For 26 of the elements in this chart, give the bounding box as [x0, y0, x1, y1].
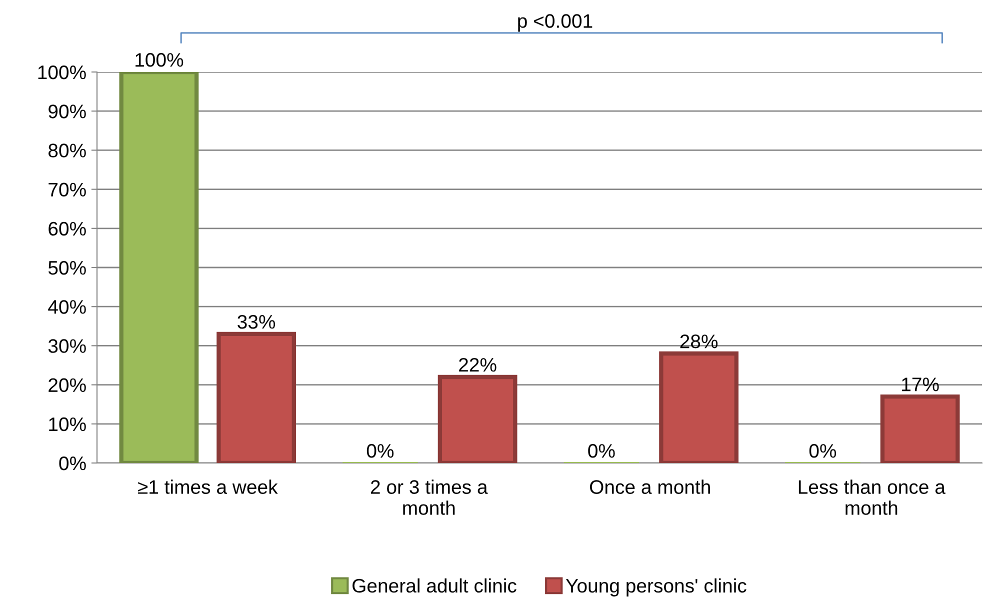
y-tick-label: 80% — [48, 144, 86, 158]
data-label: 100% — [136, 53, 184, 67]
y-tick-label: 70% — [48, 182, 86, 197]
y-tick-label: 0% — [59, 456, 86, 470]
y-tick-label: 90% — [48, 104, 86, 118]
y-tick-label: 40% — [48, 300, 86, 314]
y-tick-label: 30% — [48, 339, 86, 353]
data-label: 22% — [459, 358, 496, 372]
legend-label: General adult clinic — [352, 578, 516, 593]
y-tick-label: 50% — [48, 260, 86, 275]
x-tick-label: ≥1 times a week — [138, 480, 278, 494]
x-tick-label: Less than once a month — [798, 480, 946, 515]
text: p <0.001 — [518, 14, 592, 32]
y-tick-label: 100% — [38, 65, 86, 80]
data-label: 0% — [809, 444, 836, 458]
data-label: 33% — [238, 314, 276, 329]
data-label: 17% — [902, 378, 939, 392]
data-label: 0% — [366, 444, 394, 458]
x-tick-label: 2 or 3 times a month — [370, 480, 488, 515]
x-tick-label: Once a month — [590, 480, 710, 494]
data-label: 0% — [588, 444, 615, 458]
data-label: 28% — [680, 334, 718, 348]
y-tick-label: 60% — [48, 222, 86, 236]
legend-label: Young persons' clinic — [566, 578, 746, 596]
y-tick-label: 10% — [49, 417, 86, 432]
y-tick-label: 20% — [48, 378, 86, 392]
